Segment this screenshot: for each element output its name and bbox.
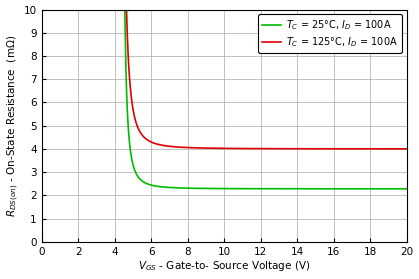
$T_C$ = 25°C, $I_D$ = 100A	[353, 187, 358, 191]
$T_C$ = 25°C, $I_D$ = 100A	[404, 187, 409, 191]
Legend: $T_C$ = 25°C, $I_D$ = 100A, $T_C$ = 125°C, $I_D$ = 100A: $T_C$ = 25°C, $I_D$ = 100A, $T_C$ = 125°…	[258, 15, 402, 53]
Y-axis label: $R_{DS(on)}$ - On-State Resistance  (mΩ): $R_{DS(on)}$ - On-State Resistance (mΩ)	[5, 35, 21, 217]
$T_C$ = 25°C, $I_D$ = 100A	[169, 186, 174, 189]
$T_C$ = 25°C, $I_D$ = 100A	[331, 187, 336, 191]
Line: $T_C$ = 25°C, $I_D$ = 100A: $T_C$ = 25°C, $I_D$ = 100A	[120, 9, 407, 189]
X-axis label: $V_{GS}$ - Gate-to- Source Voltage (V): $V_{GS}$ - Gate-to- Source Voltage (V)	[138, 259, 310, 273]
$T_C$ = 25°C, $I_D$ = 100A	[117, 8, 122, 11]
$T_C$ = 125°C, $I_D$ = 100A	[226, 147, 231, 150]
$T_C$ = 125°C, $I_D$ = 100A	[331, 147, 336, 150]
$T_C$ = 125°C, $I_D$ = 100A	[289, 147, 294, 150]
Line: $T_C$ = 125°C, $I_D$ = 100A: $T_C$ = 125°C, $I_D$ = 100A	[118, 9, 407, 149]
$T_C$ = 125°C, $I_D$ = 100A	[353, 147, 358, 150]
$T_C$ = 25°C, $I_D$ = 100A	[227, 187, 232, 190]
$T_C$ = 25°C, $I_D$ = 100A	[290, 187, 295, 191]
$T_C$ = 125°C, $I_D$ = 100A	[168, 145, 173, 148]
$T_C$ = 125°C, $I_D$ = 100A	[303, 147, 308, 150]
$T_C$ = 125°C, $I_D$ = 100A	[404, 147, 409, 151]
$T_C$ = 25°C, $I_D$ = 100A	[304, 187, 309, 191]
$T_C$ = 125°C, $I_D$ = 100A	[116, 8, 121, 11]
